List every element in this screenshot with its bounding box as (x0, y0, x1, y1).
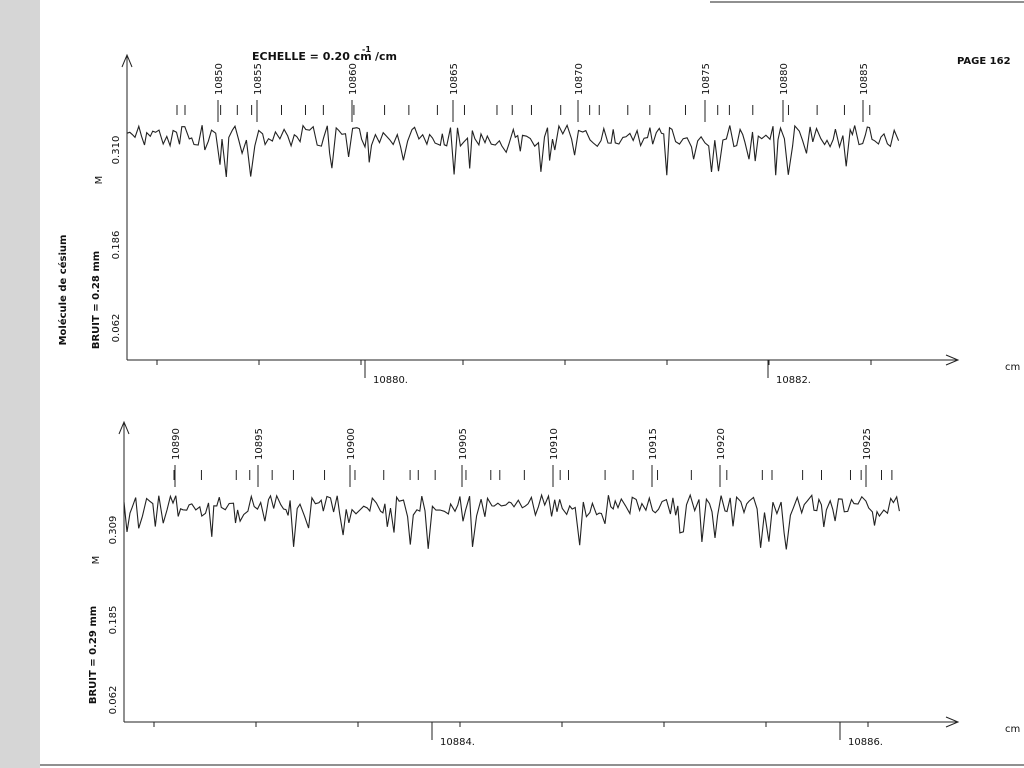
y-tick-label: 0.062 (111, 314, 122, 343)
scale-exp: -1 (362, 45, 371, 54)
page-number: PAGE 162 (957, 56, 1011, 67)
noise-label: BRUIT = 0.28 mm (91, 251, 102, 349)
line-label: 10850 (214, 63, 225, 95)
line-label: 10925 (862, 428, 873, 460)
side-label: Molécule de césium (57, 235, 69, 346)
scale-unit: /cm (375, 50, 397, 63)
x-unit: cm (1005, 724, 1020, 735)
line-label: 10915 (648, 428, 659, 460)
y-label: M (91, 556, 102, 565)
x-axis (127, 354, 960, 366)
line-label: 10920 (716, 428, 727, 460)
y-tick-label: 0.310 (111, 136, 122, 165)
line-label: 10910 (549, 428, 560, 460)
line-label: 10870 (574, 63, 585, 95)
x-axis (124, 716, 960, 728)
line-label: 10855 (253, 63, 264, 95)
x-unit: cm (1005, 362, 1020, 373)
y-tick-label: 0.062 (108, 686, 119, 715)
margin (0, 0, 40, 768)
line-label: 10885 (859, 63, 870, 95)
spectrum-trace (123, 493, 900, 550)
y-tick-label: 0.185 (108, 606, 119, 635)
line-label: 10875 (701, 63, 712, 95)
y-axis (121, 53, 133, 360)
y-axis (118, 420, 130, 722)
line-label: 10860 (348, 63, 359, 95)
x-tick-label: 10884. (440, 737, 475, 748)
x-tick-label: 10886. (848, 737, 883, 748)
y-label: M (94, 176, 105, 185)
scale-label: ECHELLE = 0.20 cm (252, 50, 372, 63)
y-tick-label: 0.186 (111, 231, 122, 260)
line-label: 10895 (254, 428, 265, 460)
x-tick-label: 10882. (776, 375, 811, 386)
line-label: 10890 (171, 428, 182, 460)
spectrum-trace (126, 123, 900, 178)
line-label: 10880 (779, 63, 790, 95)
line-label: 10865 (449, 63, 460, 95)
noise-label: BRUIT = 0.29 mm (88, 606, 99, 704)
x-tick-label: 10880. (373, 375, 408, 386)
y-tick-label: 0.309 (108, 516, 119, 545)
line-label: 10900 (346, 428, 357, 460)
line-label: 10905 (458, 428, 469, 460)
